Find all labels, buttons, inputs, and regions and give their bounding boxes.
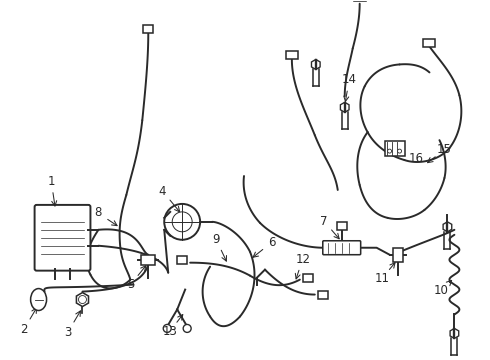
Text: 14: 14 — [342, 73, 357, 86]
Bar — [303, 274, 313, 282]
Text: 3: 3 — [64, 326, 72, 339]
Ellipse shape — [30, 289, 47, 310]
Bar — [318, 291, 328, 298]
Text: 4: 4 — [159, 185, 166, 198]
Polygon shape — [76, 293, 89, 306]
Text: 7: 7 — [320, 215, 328, 228]
Text: 6: 6 — [268, 236, 276, 249]
Bar — [143, 24, 153, 32]
Bar — [286, 51, 298, 59]
Circle shape — [164, 204, 200, 240]
Text: 15: 15 — [437, 143, 452, 156]
Polygon shape — [341, 102, 349, 112]
Text: 16: 16 — [408, 152, 423, 165]
Text: 12: 12 — [295, 253, 310, 266]
Text: 8: 8 — [94, 206, 101, 219]
Text: 13: 13 — [162, 325, 177, 338]
Text: 11: 11 — [374, 272, 390, 285]
Circle shape — [172, 212, 192, 232]
Circle shape — [163, 324, 171, 332]
Circle shape — [78, 296, 86, 303]
Bar — [423, 39, 436, 46]
Bar — [385, 141, 405, 156]
Text: 10: 10 — [434, 284, 448, 297]
Bar — [141, 255, 155, 265]
Text: 1: 1 — [48, 175, 55, 188]
Bar — [354, 0, 366, 1]
Polygon shape — [443, 222, 452, 232]
Text: 2: 2 — [20, 323, 28, 336]
Circle shape — [388, 149, 392, 153]
Polygon shape — [450, 328, 459, 338]
Circle shape — [397, 149, 401, 153]
FancyBboxPatch shape — [323, 241, 361, 255]
Bar — [337, 222, 347, 230]
Bar — [392, 248, 403, 262]
Text: 9: 9 — [213, 233, 220, 246]
FancyBboxPatch shape — [35, 205, 91, 271]
Text: 5: 5 — [127, 278, 134, 291]
Polygon shape — [312, 59, 320, 69]
Circle shape — [183, 324, 191, 332]
Bar — [177, 256, 187, 264]
